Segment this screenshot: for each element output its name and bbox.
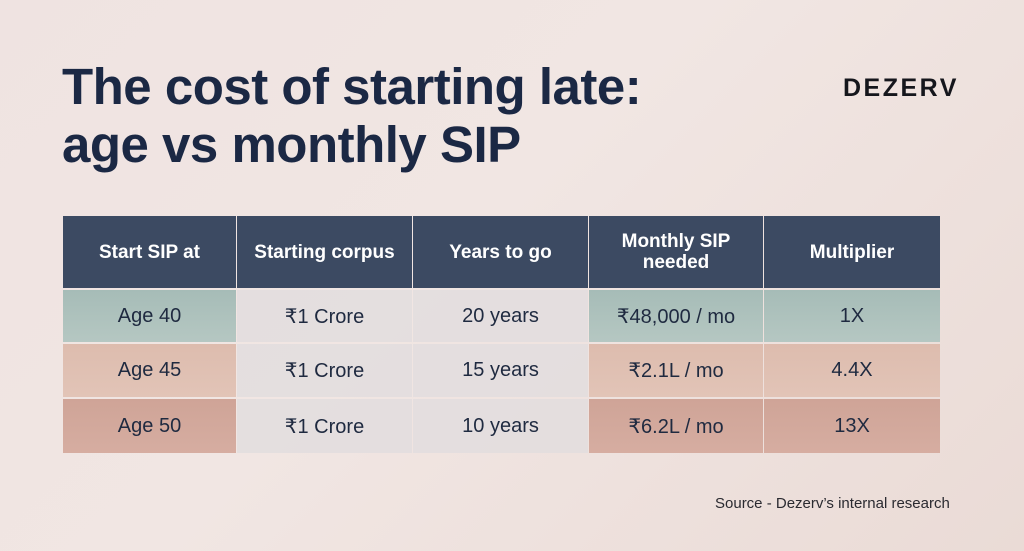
title-line-1: The cost of starting late: [62, 58, 642, 115]
header-start-sip-at: Start SIP at [63, 216, 236, 288]
sip-comparison-table: Start SIP at Starting corpus Years to go… [63, 216, 940, 453]
source-note: Source - Dezerv’s internal research [715, 495, 950, 512]
cell-start-age: Age 50 [63, 399, 236, 453]
cell-monthly-sip: ₹6.2L / mo [589, 399, 763, 453]
cell-monthly-sip: ₹48,000 / mo [589, 290, 763, 342]
cell-years-to-go: 20 years [413, 290, 588, 342]
cell-start-age: Age 40 [63, 290, 236, 342]
cell-multiplier: 13X [764, 399, 940, 453]
header-multiplier: Multiplier [764, 216, 940, 288]
cell-starting-corpus: ₹1 Crore [237, 290, 412, 342]
header-starting-corpus: Starting corpus [237, 216, 412, 288]
cell-multiplier: 1X [764, 290, 940, 342]
cell-years-to-go: 10 years [413, 399, 588, 453]
cell-multiplier: 4.4X [764, 344, 940, 397]
cell-starting-corpus: ₹1 Crore [237, 344, 412, 397]
cell-monthly-sip: ₹2.1L / mo [589, 344, 763, 397]
header-years-to-go: Years to go [413, 216, 588, 288]
cell-years-to-go: 15 years [413, 344, 588, 397]
dezerv-logo: DEZERV [843, 74, 959, 102]
cell-start-age: Age 45 [63, 344, 236, 397]
page-title: The cost of starting late: age vs monthl… [62, 58, 642, 174]
header-monthly-sip-needed: Monthly SIP needed [589, 216, 763, 288]
title-line-2: age vs monthly SIP [62, 116, 521, 173]
cell-starting-corpus: ₹1 Crore [237, 399, 412, 453]
